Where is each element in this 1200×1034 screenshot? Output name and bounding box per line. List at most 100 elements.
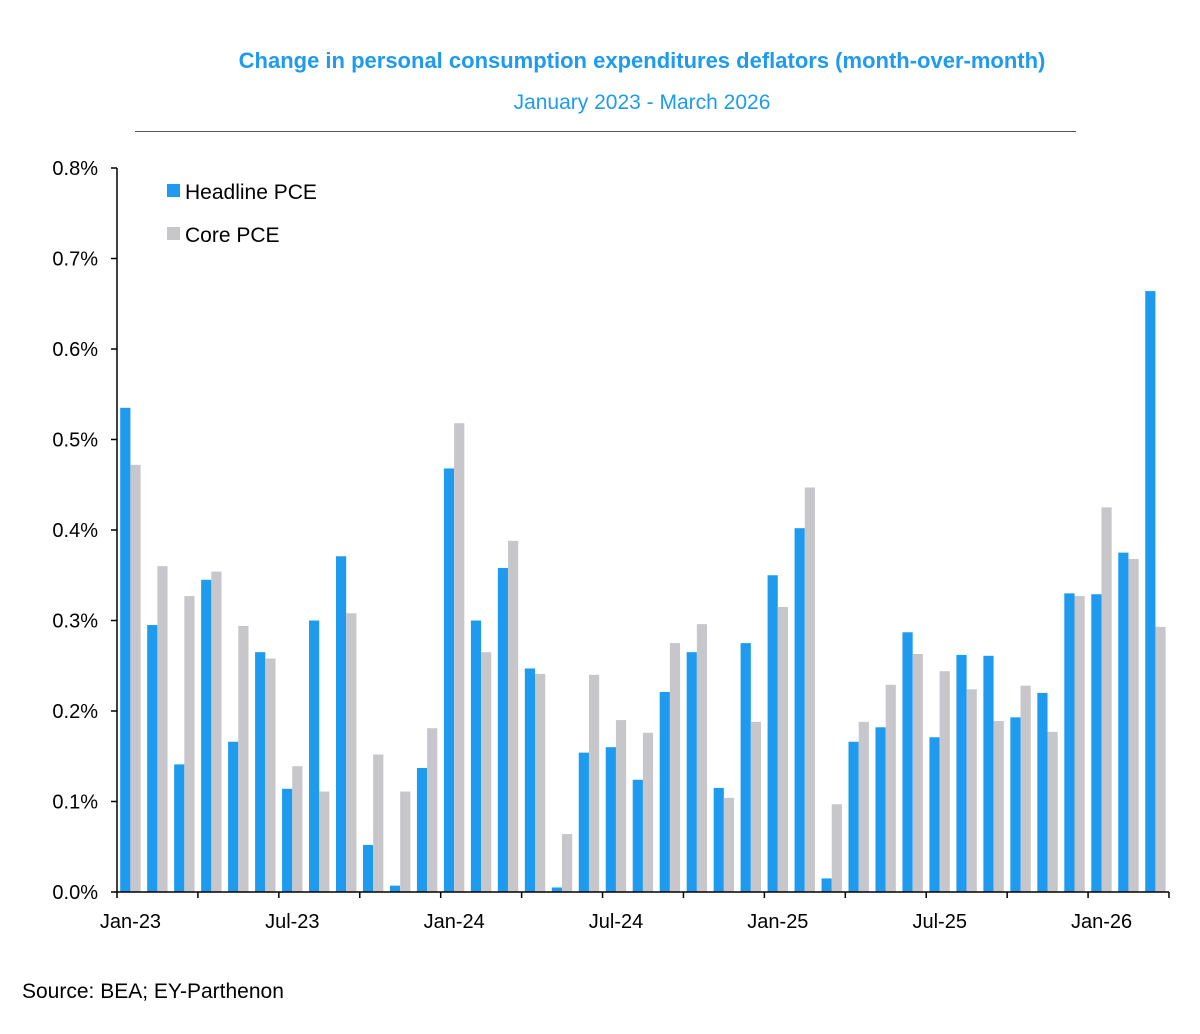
x-tick-label: Jan-25 [747,911,808,933]
y-tick-label: 0.3% [52,611,98,633]
bar-core-pce-nov-23 [400,791,411,892]
bar-headline-pce-oct-25 [1010,717,1021,892]
bar-core-pce-mar-26 [1155,626,1166,892]
bar-headline-pce-may-24 [551,887,562,892]
legend-label-headline: Headline PCE [185,181,317,204]
bar-headline-pce-feb-24 [470,620,482,892]
bar-headline-pce-jun-25 [902,632,913,892]
bar-headline-pce-mar-23 [174,764,185,892]
bar-core-pce-mar-24 [508,540,519,892]
bar-core-pce-feb-23 [157,566,168,892]
x-tick-label: Jan-26 [1071,911,1132,933]
y-tick-label: 0.1% [52,792,98,814]
legend-label-core: Core PCE [185,224,280,247]
bar-core-pce-may-25 [885,684,896,892]
bar-core-pce-dec-25 [1074,596,1085,892]
bar-core-pce-apr-24 [535,673,546,892]
bar-headline-pce-jul-24 [605,747,616,892]
bar-core-pce-sep-23 [346,613,357,892]
bar-headline-pce-may-23 [228,741,239,892]
bar-core-pce-apr-25 [858,721,869,892]
bar-core-pce-oct-24 [696,624,708,892]
bar-headline-pce-jun-23 [255,652,266,892]
x-tick-label: Jul-23 [265,911,319,933]
bar-headline-pce-feb-25 [794,528,805,892]
bar-core-pce-nov-24 [723,797,735,892]
bar-headline-pce-mar-24 [497,568,509,892]
bar-core-pce-feb-26 [1128,558,1139,892]
bar-headline-pce-may-25 [875,727,886,892]
legend-swatch-headline [167,184,180,197]
bar-core-pce-jan-26 [1101,507,1112,893]
bar-core-pce-jul-24 [615,720,627,892]
chart-title: Change in personal consumption expenditu… [238,48,1046,73]
legend: Headline PCE Core PCE [167,181,317,247]
bar-core-pce-jun-24 [588,674,600,892]
bar-core-pce-nov-25 [1047,731,1058,892]
y-tick-label: 0.7% [52,249,98,271]
bar-core-pce-sep-25 [993,720,1004,892]
bar-core-pce-feb-25 [804,487,815,892]
bar-headline-pce-nov-25 [1037,692,1048,892]
bar-core-pce-sep-24 [669,643,681,893]
bar-core-pce-oct-23 [373,754,384,892]
bar-core-pce-aug-23 [319,791,330,892]
bar-headline-pce-oct-24 [686,652,697,892]
bar-core-pce-jan-23 [130,464,141,892]
x-tick-label: Jul-24 [589,911,643,933]
y-tick-label: 0.2% [52,701,98,723]
bar-core-pce-mar-25 [831,804,842,892]
bar-headline-pce-mar-25 [821,878,832,892]
bar-headline-pce-sep-24 [659,692,670,892]
bar-headline-pce-dec-25 [1064,593,1075,892]
bar-headline-pce-nov-24 [713,787,724,892]
bar-core-pce-mar-23 [184,596,195,892]
bar-headline-pce-feb-23 [147,625,158,892]
legend-swatch-core [167,227,180,240]
bar-headline-pce-aug-23 [309,620,320,892]
chart-subtitle: January 2023 - March 2026 [513,91,771,114]
bar-headline-pce-apr-23 [201,579,212,892]
bar-core-pce-jun-23 [265,658,276,892]
bar-core-pce-dec-23 [427,728,438,892]
y-tick-label: 0.5% [52,430,98,452]
bar-headline-pce-dec-24 [740,643,751,893]
bar-headline-pce-jul-25 [929,737,940,892]
source-note: Source: BEA; EY-Parthenon [22,980,284,1003]
bar-headline-pce-apr-24 [524,668,536,892]
bar-core-pce-jul-23 [292,766,303,892]
bar-core-pce-may-24 [561,834,573,892]
bar-headline-pce-sep-23 [335,556,347,892]
bar-core-pce-jan-24 [454,423,465,892]
bar-headline-pce-jul-23 [282,788,293,892]
bar-core-pce-oct-25 [1020,685,1031,892]
bar-core-pce-feb-24 [481,652,492,892]
bar-core-pce-may-23 [238,625,249,892]
y-tick-label: 0.0% [52,882,98,904]
bar-headline-pce-jan-24 [443,468,455,892]
bar-headline-pce-aug-24 [632,779,643,892]
x-tick-label: Jan-24 [424,911,485,933]
bar-core-pce-jul-25 [939,671,950,892]
bar-headline-pce-dec-23 [416,768,428,892]
title-divider [135,131,1076,132]
axes-group: 0.0% 0.1% 0.2% 0.3% 0.4% 0.5% 0.6% 0.7% 0.8% Jan-… [52,158,1170,933]
bar-headline-pce-jan-25 [767,575,778,892]
bar-headline-pce-apr-25 [848,741,859,892]
bar-headline-pce-jan-23 [120,407,131,892]
bar-headline-pce-mar-26 [1145,291,1156,893]
bar-core-pce-apr-23 [211,571,222,892]
bar-headline-pce-nov-23 [389,885,401,892]
bar-core-pce-aug-24 [642,732,654,892]
bar-core-pce-jun-25 [912,653,923,892]
y-tick-label: 0.6% [52,339,98,361]
bar-headline-pce-jun-24 [578,752,589,892]
bar-core-pce-jan-25 [777,606,788,892]
bar-headline-pce-jan-26 [1091,594,1102,892]
bars-group [120,291,1166,893]
y-tick-label: 0.4% [52,520,98,542]
bar-core-pce-aug-25 [966,689,977,892]
bar-headline-pce-oct-23 [362,844,374,892]
bar-core-pce-dec-24 [750,721,762,892]
